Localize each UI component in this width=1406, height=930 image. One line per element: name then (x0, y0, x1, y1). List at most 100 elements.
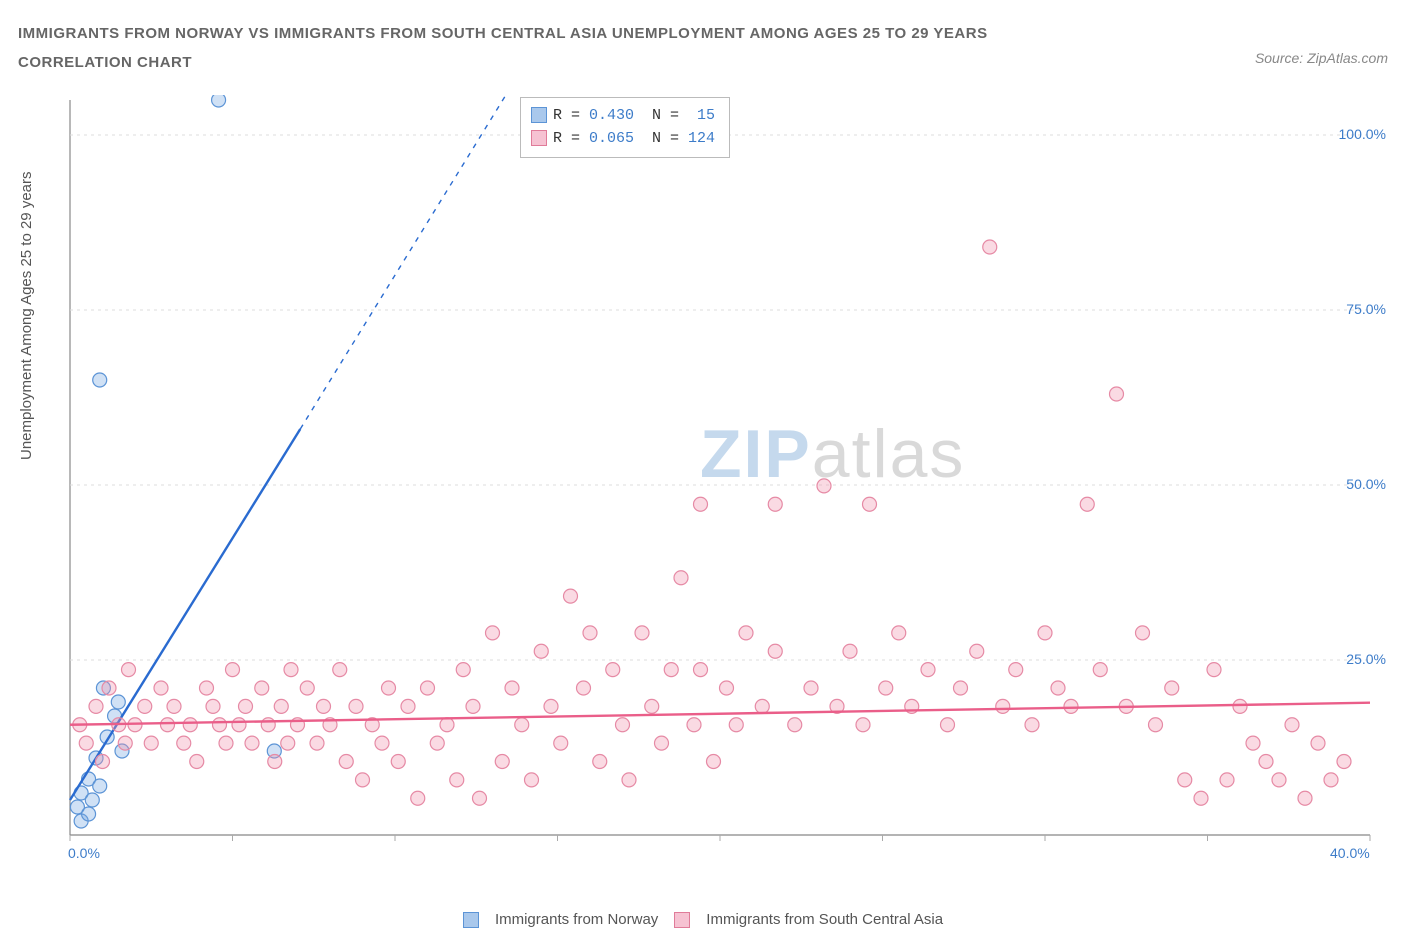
data-point-sca (118, 736, 132, 750)
data-point-sca (138, 699, 152, 713)
data-point-sca (317, 699, 331, 713)
data-point-sca (1311, 736, 1325, 750)
data-point-sca (996, 699, 1010, 713)
y-axis-label: Unemployment Among Ages 25 to 29 years (18, 171, 35, 460)
data-point-sca (892, 626, 906, 640)
data-point-sca (268, 755, 282, 769)
data-point-norway (111, 695, 125, 709)
data-point-sca (534, 644, 548, 658)
data-point-sca (281, 736, 295, 750)
data-point-sca (232, 718, 246, 732)
data-point-sca (768, 497, 782, 511)
data-point-sca (879, 681, 893, 695)
data-point-sca (720, 681, 734, 695)
source-attribution: Source: ZipAtlas.com (1255, 50, 1388, 66)
legend-swatch-norway (531, 107, 547, 123)
data-point-sca (1207, 663, 1221, 677)
data-point-sca (450, 773, 464, 787)
legend-swatch-norway (463, 912, 479, 928)
data-point-sca (473, 791, 487, 805)
chart-title-line2: CORRELATION CHART (18, 49, 988, 78)
data-point-sca (421, 681, 435, 695)
data-point-sca (788, 718, 802, 732)
legend-swatch-sca (674, 912, 690, 928)
data-point-sca (505, 681, 519, 695)
data-point-sca (583, 626, 597, 640)
data-point-sca (606, 663, 620, 677)
data-point-sca (515, 718, 529, 732)
data-point-sca (525, 773, 539, 787)
data-point-sca (804, 681, 818, 695)
data-point-sca (440, 718, 454, 732)
data-point-sca (284, 663, 298, 677)
data-point-sca (219, 736, 233, 750)
data-point-sca (616, 718, 630, 732)
data-point-sca (274, 699, 288, 713)
data-point-sca (161, 718, 175, 732)
data-point-sca (401, 699, 415, 713)
legend-swatch-sca (531, 130, 547, 146)
data-point-sca (739, 626, 753, 640)
chart-svg (60, 95, 1390, 865)
chart-title-line1: IMMIGRANTS FROM NORWAY VS IMMIGRANTS FRO… (18, 20, 988, 49)
data-point-sca (954, 681, 968, 695)
legend-label-norway: Immigrants from Norway (495, 911, 658, 928)
data-point-norway (93, 373, 107, 387)
data-point-sca (655, 736, 669, 750)
data-point-sca (206, 699, 220, 713)
data-point-sca (941, 718, 955, 732)
y-tick-label: 100.0% (1339, 126, 1386, 142)
data-point-sca (921, 663, 935, 677)
data-point-sca (466, 699, 480, 713)
data-point-sca (1136, 626, 1150, 640)
data-point-sca (694, 497, 708, 511)
data-point-sca (1272, 773, 1286, 787)
y-tick-label: 50.0% (1346, 476, 1386, 492)
scatter-chart: ZIPatlas R = 0.430 N = 15R = 0.065 N = 1… (60, 95, 1390, 865)
data-point-sca (1324, 773, 1338, 787)
info-row-sca: R = 0.065 N = 124 (531, 127, 715, 150)
data-point-sca (817, 479, 831, 493)
trend-line-sca (70, 703, 1370, 725)
data-point-sca (1233, 699, 1247, 713)
data-point-norway (85, 793, 99, 807)
data-point-sca (382, 681, 396, 695)
data-point-sca (1110, 387, 1124, 401)
data-point-sca (356, 773, 370, 787)
data-point-sca (1165, 681, 1179, 695)
data-point-sca (729, 718, 743, 732)
data-point-sca (333, 663, 347, 677)
data-point-sca (863, 497, 877, 511)
data-point-sca (456, 663, 470, 677)
data-point-sca (79, 736, 93, 750)
data-point-sca (310, 736, 324, 750)
data-point-sca (96, 755, 110, 769)
data-point-sca (144, 736, 158, 750)
data-point-sca (300, 681, 314, 695)
data-point-sca (544, 699, 558, 713)
data-point-sca (226, 663, 240, 677)
data-point-sca (755, 699, 769, 713)
data-point-sca (349, 699, 363, 713)
data-point-sca (200, 681, 214, 695)
data-point-sca (674, 571, 688, 585)
data-point-sca (856, 718, 870, 732)
data-point-sca (970, 644, 984, 658)
legend: Immigrants from NorwayImmigrants from So… (0, 910, 1406, 928)
data-point-sca (154, 681, 168, 695)
data-point-sca (1337, 755, 1351, 769)
data-point-sca (1178, 773, 1192, 787)
info-row-norway: R = 0.430 N = 15 (531, 104, 715, 127)
data-point-sca (768, 644, 782, 658)
data-point-sca (261, 718, 275, 732)
data-point-norway (212, 95, 226, 107)
x-tick-label: 40.0% (1330, 845, 1370, 861)
data-point-sca (89, 699, 103, 713)
data-point-sca (707, 755, 721, 769)
data-point-norway (93, 779, 107, 793)
data-point-sca (339, 755, 353, 769)
data-point-sca (183, 718, 197, 732)
data-point-sca (564, 589, 578, 603)
data-point-sca (577, 681, 591, 695)
data-point-sca (213, 718, 227, 732)
